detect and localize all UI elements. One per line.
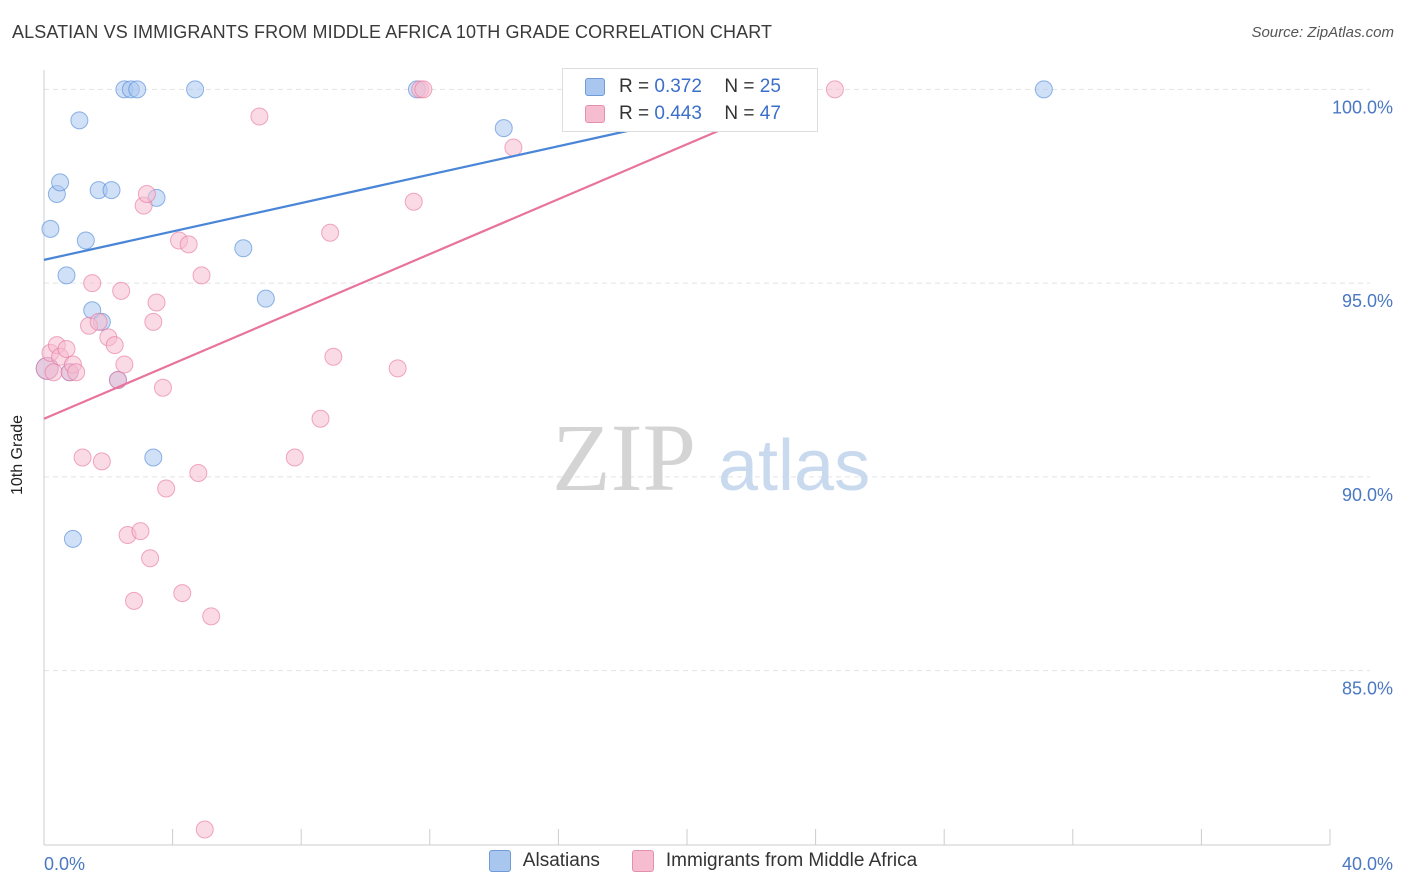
y-tick-label: 85.0% [1342,679,1393,699]
point-immigrants [115,355,134,374]
series-legend: Alsatians Immigrants from Middle Africa [0,850,1406,872]
trendline-immigrants [43,88,817,420]
point-immigrants [44,363,63,382]
point-immigrants [285,448,304,467]
correlation-legend: R = 0.372 N = 25 R = 0.443 N = 47 [562,68,818,132]
point-immigrants [321,223,340,242]
point-alsatians [41,219,60,238]
point-immigrants [105,336,124,355]
point-immigrants [83,274,102,293]
legend-label-alsatians: Alsatians [522,850,600,871]
source-label: Source: ZipAtlas.com [1251,24,1394,41]
legend-swatch-alsatians [488,850,511,872]
point-alsatians [76,231,95,250]
point-immigrants [250,107,269,126]
point-alsatians [1034,80,1053,99]
point-immigrants [108,371,127,389]
point-alsatians [144,448,163,467]
point-alsatians [234,239,253,258]
legend-item-alsatians[interactable]: Alsatians [488,850,600,872]
point-alsatians [256,289,275,308]
point-immigrants [311,409,330,428]
point-immigrants [825,80,844,99]
point-immigrants [195,820,214,839]
point-alsatians [57,266,76,285]
point-alsatians [70,111,89,130]
grid-layer [44,88,1370,672]
watermark-zip: ZIP [552,404,696,511]
point-immigrants [173,584,192,603]
y-tick-label: 95.0% [1342,291,1393,311]
point-immigrants [144,312,163,331]
y-tick-label: 90.0% [1342,485,1393,505]
x-tick-label-min: 0.0% [44,854,85,874]
legend-swatch-immigrants [631,850,654,872]
n-value: 25 [759,76,781,97]
trend-layer [43,88,817,420]
n-label: N = [724,103,755,124]
point-immigrants [92,452,111,471]
point-alsatians [494,119,513,138]
point-immigrants [147,293,166,312]
legend-item-immigrants[interactable]: Immigrants from Middle Africa [631,850,918,872]
point-immigrants [57,340,76,358]
axis-layer [43,70,1331,846]
point-immigrants [179,235,198,254]
point-immigrants [202,607,221,626]
point-immigrants [137,185,156,203]
point-immigrants [131,522,150,541]
point-alsatians [51,173,70,192]
point-alsatians [128,80,147,99]
point-immigrants [141,549,160,568]
n-label: N = [724,76,755,97]
point-immigrants [67,363,86,382]
r-value: 0.372 [654,76,702,97]
point-immigrants [112,281,131,300]
chart-title: ALSATIAN VS IMMIGRANTS FROM MIDDLE AFRIC… [12,22,773,42]
point-immigrants [192,266,211,285]
point-immigrants [153,378,172,397]
point-immigrants [89,312,108,331]
legend-swatch-blue [585,78,605,96]
tick-label-layer: 85.0% 90.0% 95.0% 100.0% 0.0% 40.0% [44,97,1393,874]
point-immigrants [388,359,407,378]
point-immigrants [189,464,208,482]
point-alsatians [102,181,121,200]
point-immigrants [504,138,523,157]
legend-swatch-pink [585,105,605,123]
r-label: R = [619,103,650,124]
point-immigrants [125,591,144,610]
point-immigrants [73,448,92,467]
point-alsatians [186,80,205,99]
point-immigrants [404,192,423,211]
n-value: 47 [759,103,781,124]
watermark-atlas: atlas [718,426,870,506]
point-immigrants [414,80,433,99]
r-label: R = [619,76,650,97]
r-value: 0.443 [654,103,702,124]
y-tick-label: 100.0% [1332,97,1393,117]
legend-row-alsatians: R = 0.372 N = 25 [585,74,781,100]
point-alsatians [63,529,82,548]
x-tick-label-max: 40.0% [1342,854,1393,874]
point-immigrants [157,479,176,498]
legend-row-immigrants: R = 0.443 N = 47 [585,101,781,127]
point-immigrants [324,347,343,366]
legend-label-immigrants: Immigrants from Middle Africa [665,850,918,871]
points-layer [35,80,1053,839]
